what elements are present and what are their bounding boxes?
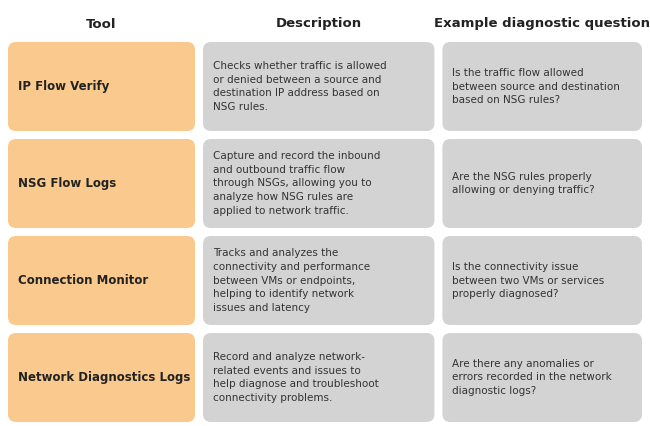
FancyBboxPatch shape — [8, 236, 195, 325]
Text: Tool: Tool — [86, 17, 117, 31]
Text: Checks whether traffic is allowed
or denied between a source and
destination IP : Checks whether traffic is allowed or den… — [213, 61, 387, 112]
Text: IP Flow Verify: IP Flow Verify — [18, 80, 109, 93]
FancyBboxPatch shape — [203, 139, 434, 228]
FancyBboxPatch shape — [443, 139, 642, 228]
Text: Connection Monitor: Connection Monitor — [18, 274, 148, 287]
Text: Is the connectivity issue
between two VMs or services
properly diagnosed?: Is the connectivity issue between two VM… — [452, 262, 604, 299]
Text: Are the NSG rules properly
allowing or denying traffic?: Are the NSG rules properly allowing or d… — [452, 172, 595, 195]
FancyBboxPatch shape — [443, 42, 642, 131]
FancyBboxPatch shape — [443, 236, 642, 325]
FancyBboxPatch shape — [8, 139, 195, 228]
FancyBboxPatch shape — [443, 333, 642, 422]
Text: Network Diagnostics Logs: Network Diagnostics Logs — [18, 371, 190, 384]
Text: Record and analyze network-
related events and issues to
help diagnose and troub: Record and analyze network- related even… — [213, 352, 379, 403]
Text: Example diagnostic question: Example diagnostic question — [434, 17, 650, 31]
Text: Capture and record the inbound
and outbound traffic flow
through NSGs, allowing : Capture and record the inbound and outbo… — [213, 151, 380, 216]
FancyBboxPatch shape — [203, 236, 434, 325]
FancyBboxPatch shape — [203, 42, 434, 131]
FancyBboxPatch shape — [8, 333, 195, 422]
Text: Is the traffic flow allowed
between source and destination
based on NSG rules?: Is the traffic flow allowed between sour… — [452, 68, 620, 105]
FancyBboxPatch shape — [203, 333, 434, 422]
Text: NSG Flow Logs: NSG Flow Logs — [18, 177, 116, 190]
Text: Description: Description — [276, 17, 362, 31]
Text: Are there any anomalies or
errors recorded in the network
diagnostic logs?: Are there any anomalies or errors record… — [452, 359, 612, 396]
FancyBboxPatch shape — [8, 42, 195, 131]
Text: Tracks and analyzes the
connectivity and performance
between VMs or endpoints,
h: Tracks and analyzes the connectivity and… — [213, 248, 370, 313]
